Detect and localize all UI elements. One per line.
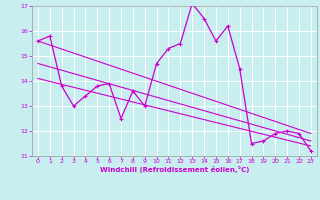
X-axis label: Windchill (Refroidissement éolien,°C): Windchill (Refroidissement éolien,°C) [100,166,249,173]
